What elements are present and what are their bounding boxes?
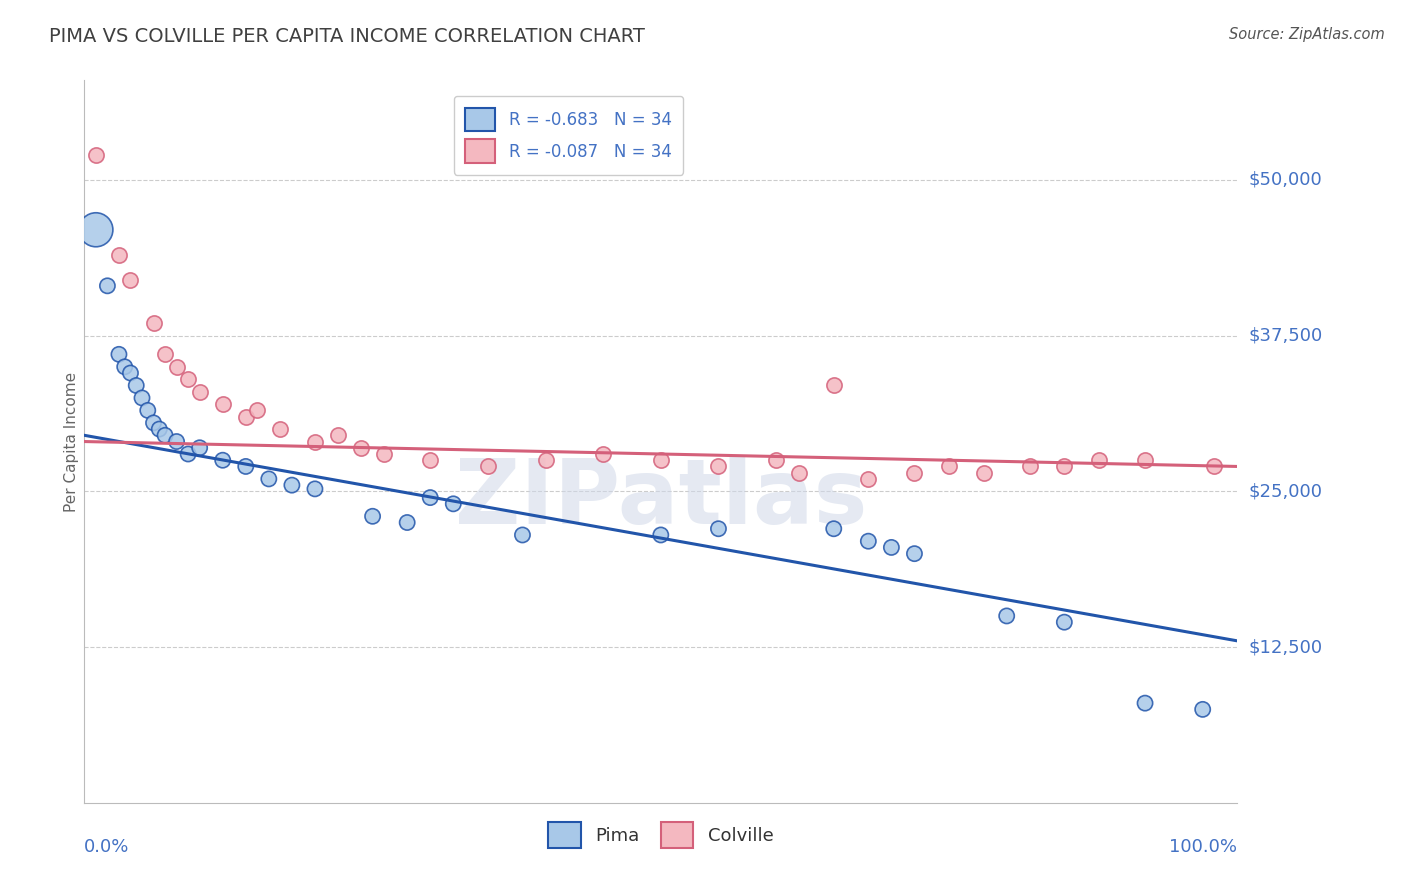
Point: [995, 609, 1018, 624]
Text: ZIPatlas: ZIPatlas: [454, 455, 868, 543]
Point: [125, 378, 148, 392]
Point: [477, 459, 499, 474]
Point: [419, 453, 441, 467]
Point: [650, 528, 672, 542]
Point: [269, 422, 291, 436]
Point: [108, 248, 131, 262]
Point: [858, 534, 880, 549]
Point: [765, 453, 787, 467]
Point: [211, 453, 233, 467]
Point: [1204, 459, 1226, 474]
Point: [1133, 696, 1156, 710]
Point: [512, 528, 534, 542]
Text: $37,500: $37,500: [1249, 326, 1323, 344]
Point: [441, 497, 464, 511]
Point: [1191, 702, 1213, 716]
Point: [120, 272, 142, 286]
Point: [120, 366, 142, 380]
Point: [153, 428, 176, 442]
Point: [1053, 615, 1076, 630]
Point: [177, 447, 200, 461]
Point: [650, 453, 672, 467]
Point: [938, 459, 960, 474]
Text: Source: ZipAtlas.com: Source: ZipAtlas.com: [1229, 27, 1385, 42]
Point: [84, 148, 107, 162]
Point: [1088, 453, 1111, 467]
Point: [114, 359, 136, 374]
Point: [304, 434, 326, 449]
Point: [858, 472, 880, 486]
Point: [1018, 459, 1040, 474]
Point: [96, 278, 118, 293]
Point: [257, 472, 280, 486]
Text: $12,500: $12,500: [1249, 638, 1323, 657]
Point: [142, 316, 165, 330]
Point: [166, 359, 188, 374]
Text: $50,000: $50,000: [1249, 171, 1322, 189]
Point: [373, 447, 395, 461]
Point: [148, 422, 170, 436]
Point: [281, 478, 304, 492]
Point: [304, 482, 326, 496]
Point: [84, 223, 107, 237]
Point: [235, 459, 257, 474]
Point: [1133, 453, 1156, 467]
Point: [1053, 459, 1076, 474]
Point: [177, 372, 200, 386]
Point: [153, 347, 176, 361]
Point: [707, 522, 730, 536]
Text: 100.0%: 100.0%: [1170, 838, 1237, 855]
Point: [361, 509, 384, 524]
Point: [973, 466, 995, 480]
Point: [211, 397, 233, 411]
Text: $25,000: $25,000: [1249, 483, 1323, 500]
Point: [108, 347, 131, 361]
Text: PIMA VS COLVILLE PER CAPITA INCOME CORRELATION CHART: PIMA VS COLVILLE PER CAPITA INCOME CORRE…: [49, 27, 645, 45]
Point: [396, 516, 419, 530]
Point: [880, 541, 903, 555]
Point: [188, 441, 211, 455]
Point: [707, 459, 730, 474]
Point: [534, 453, 557, 467]
Point: [246, 403, 269, 417]
Point: [903, 547, 925, 561]
Point: [142, 416, 165, 430]
Text: 0.0%: 0.0%: [84, 838, 129, 855]
Y-axis label: Per Capita Income: Per Capita Income: [63, 371, 79, 512]
Point: [326, 428, 349, 442]
Point: [823, 378, 845, 392]
Point: [136, 403, 159, 417]
Point: [419, 491, 441, 505]
Point: [823, 522, 845, 536]
Point: [188, 384, 211, 399]
Point: [903, 466, 925, 480]
Point: [592, 447, 614, 461]
Point: [235, 409, 257, 424]
Point: [787, 466, 810, 480]
Point: [131, 391, 153, 405]
Point: [350, 441, 373, 455]
Legend: Pima, Colville: Pima, Colville: [541, 815, 780, 855]
Point: [166, 434, 188, 449]
